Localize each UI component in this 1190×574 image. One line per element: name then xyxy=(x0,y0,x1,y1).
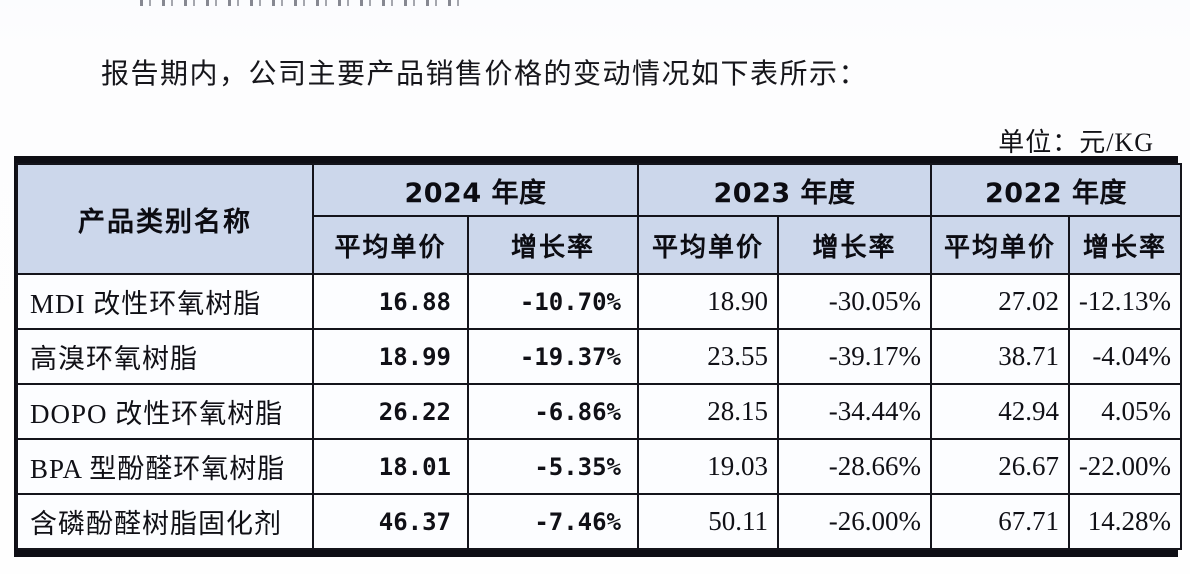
header-year-row: 产品类别名称 2024 年度 2023 年度 2022 年度 xyxy=(16,163,1183,275)
table-row: 高溴环氧树脂 18.99 -19.37% 23.55 -39.17% 38.71… xyxy=(16,328,1183,385)
value-cell: -22.00% xyxy=(1068,438,1183,495)
value-cell: -19.37% xyxy=(466,328,640,385)
value-cell: -5.35% xyxy=(466,438,640,495)
table-row: 含磷酚醛树脂固化剂 46.37 -7.46% 50.11 -26.00% 67.… xyxy=(16,493,1183,550)
unit-label: 单位：元/KG xyxy=(998,128,1154,157)
header-sub-row: 平均单价 增长率 平均单价 增长率 平均单价 增长率 xyxy=(17,215,1183,275)
price-table: 产品类别名称 2024 年度 2023 年度 2022 年度 平均单价 增长率 … xyxy=(16,163,1183,550)
product-name-cell: 高溴环氧树脂 xyxy=(16,328,314,385)
value-cell: 42.94 xyxy=(930,383,1071,440)
intro-paragraph: 报告期内，公司主要产品销售价格的变动情况如下表所示： xyxy=(101,59,869,90)
product-name-cell: MDI 改性环氧树脂 xyxy=(16,273,314,330)
value-cell: -39.17% xyxy=(777,328,933,385)
table-row: DOPO 改性环氧树脂 26.22 -6.86% 28.15 -34.44% 4… xyxy=(16,383,1183,440)
growth-header-2024: 增长率 xyxy=(466,215,640,275)
value-cell: 16.88 xyxy=(312,273,469,330)
avg-price-header-2024: 平均单价 xyxy=(312,215,469,275)
table-row: MDI 改性环氧树脂 16.88 -10.70% 18.90 -30.05% 2… xyxy=(16,273,1183,330)
value-cell: 18.99 xyxy=(312,328,469,385)
value-cell: 26.22 xyxy=(312,383,469,440)
value-cell: 28.15 xyxy=(637,383,780,440)
product-name-cell: 含磷酚醛树脂固化剂 xyxy=(16,493,314,550)
value-cell: -34.44% xyxy=(777,383,933,440)
value-cell: -12.13% xyxy=(1068,273,1183,330)
value-cell: 14.28% xyxy=(1068,493,1183,550)
value-cell: 46.37 xyxy=(312,493,469,550)
product-column-header: 产品类别名称 xyxy=(16,163,314,275)
value-cell: 4.05% xyxy=(1068,383,1183,440)
value-cell: -10.70% xyxy=(466,273,640,330)
value-cell: -6.86% xyxy=(466,383,640,440)
value-cell: 67.71 xyxy=(930,493,1071,550)
value-cell: -4.04% xyxy=(1068,328,1183,385)
value-cell: -7.46% xyxy=(466,493,640,550)
value-cell: 19.03 xyxy=(637,438,780,495)
table-row: BPA 型酚醛环氧树脂 18.01 -5.35% 19.03 -28.66% 2… xyxy=(16,438,1183,495)
value-cell: 18.01 xyxy=(312,438,469,495)
product-name-cell: BPA 型酚醛环氧树脂 xyxy=(16,438,314,495)
avg-price-header-2023: 平均单价 xyxy=(637,215,780,275)
value-cell: 50.11 xyxy=(637,493,780,550)
value-cell: -28.66% xyxy=(777,438,933,495)
value-cell: -26.00% xyxy=(777,493,933,550)
value-cell: 18.90 xyxy=(637,273,780,330)
value-cell: -30.05% xyxy=(777,273,933,330)
avg-price-header-2022: 平均单价 xyxy=(930,215,1071,275)
value-cell: 27.02 xyxy=(930,273,1071,330)
price-table-wrapper: 产品类别名称 2024 年度 2023 年度 2022 年度 平均单价 增长率 … xyxy=(14,156,1183,557)
value-cell: 23.55 xyxy=(637,328,780,385)
growth-header-2022: 增长率 xyxy=(1068,215,1183,275)
year-header-2022: 2022 年度 xyxy=(930,163,1183,217)
growth-header-2023: 增长率 xyxy=(777,215,933,275)
clipped-heading-fragment xyxy=(140,0,470,6)
value-cell: 26.67 xyxy=(930,438,1071,495)
product-name-cell: DOPO 改性环氧树脂 xyxy=(16,383,314,440)
value-cell: 38.71 xyxy=(930,328,1071,385)
year-header-2023: 2023 年度 xyxy=(637,163,933,217)
year-header-2024: 2024 年度 xyxy=(311,163,640,217)
